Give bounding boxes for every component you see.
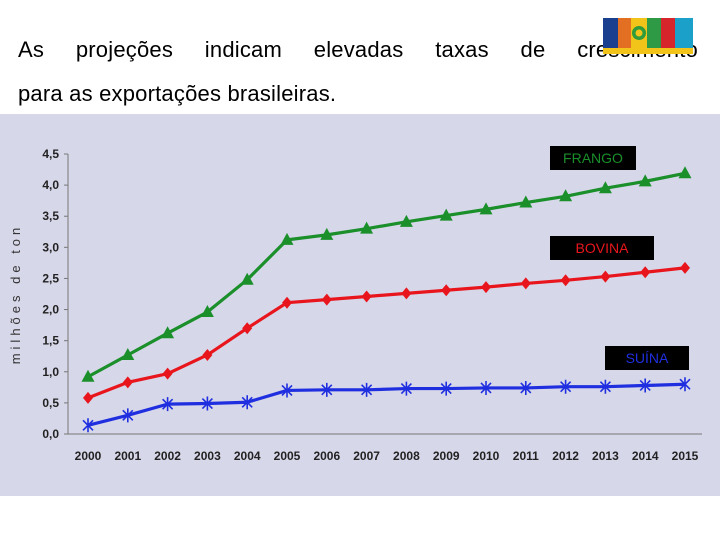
data-point (598, 181, 612, 194)
data-point (281, 383, 293, 398)
x-tick-label: 2007 (353, 449, 380, 463)
data-point (439, 208, 453, 221)
y-tick-label: 3,0 (42, 240, 59, 254)
slide-title-line-1: As projeções indicam elevadas taxas de c… (18, 37, 698, 62)
data-point (241, 395, 253, 410)
data-point (560, 274, 571, 287)
data-point (321, 382, 333, 397)
data-point (82, 418, 94, 433)
data-point (600, 270, 611, 283)
legend-label: SUÍNA (626, 350, 669, 366)
data-point (479, 202, 493, 215)
x-tick-label: 2011 (513, 449, 539, 463)
data-point (122, 376, 133, 389)
y-tick-label: 4,5 (42, 147, 59, 161)
legend-box (550, 236, 654, 260)
data-point (361, 382, 373, 397)
x-tick-label: 2006 (313, 449, 340, 463)
data-point (122, 408, 134, 423)
data-point (81, 369, 95, 382)
x-tick-label: 2003 (194, 449, 221, 463)
data-point (401, 287, 412, 300)
data-point (320, 227, 334, 240)
data-point (162, 367, 173, 380)
data-point (360, 221, 374, 234)
data-point (559, 189, 573, 202)
x-tick-label: 2001 (114, 449, 141, 463)
x-tick-label: 2002 (154, 449, 181, 463)
data-point (440, 381, 452, 396)
y-tick-label: 4,0 (42, 178, 59, 192)
x-tick-label: 2008 (393, 449, 420, 463)
data-point (680, 261, 690, 274)
x-tick-label: 2014 (632, 449, 659, 463)
data-point (200, 305, 214, 318)
data-point (679, 377, 691, 392)
data-point (280, 232, 294, 245)
y-tick-label: 2,0 (42, 303, 59, 317)
x-tick-label: 2009 (433, 449, 460, 463)
x-tick-label: 2010 (473, 449, 500, 463)
y-tick-label: 3,5 (42, 209, 59, 223)
data-point (321, 293, 332, 306)
y-tick-label: 1,0 (42, 365, 59, 379)
data-point (599, 379, 611, 394)
data-point (400, 381, 412, 396)
data-point (520, 380, 532, 395)
data-point (519, 195, 533, 208)
x-tick-label: 2005 (274, 449, 301, 463)
x-tick-label: 2015 (672, 449, 699, 463)
data-point (640, 266, 651, 279)
data-point (638, 174, 652, 187)
series-line-bovina (87, 266, 686, 400)
x-tick-label: 2000 (75, 449, 102, 463)
x-tick-label: 2013 (592, 449, 619, 463)
data-point (678, 166, 692, 179)
legend-label: BOVINA (576, 240, 630, 256)
brasil-logo (603, 18, 693, 54)
line-chart: 0,0 0,5 1,0 1,5 2,0 2,5 3,0 3,5 4,0 4,5 2000 2001 20… (8, 146, 702, 463)
data-point (83, 391, 93, 404)
slide-title: As projeções indicam elevadas taxas de c… (18, 28, 698, 116)
data-point (242, 322, 253, 335)
legend-box (605, 346, 689, 370)
y-tick-label: 0,0 (42, 427, 59, 441)
data-point (520, 277, 531, 290)
data-point (480, 380, 492, 395)
slide-title-line-2: para as exportações brasileiras. (18, 81, 337, 106)
data-point (202, 348, 213, 361)
legend-box (550, 146, 636, 170)
x-tick-label: 2004 (234, 449, 261, 463)
data-point (361, 290, 372, 303)
data-point (240, 272, 254, 285)
series-line-frango (87, 171, 686, 379)
x-tick-label: 2012 (552, 449, 579, 463)
data-point (282, 296, 292, 309)
y-tick-label: 1,5 (42, 334, 59, 348)
data-point (441, 284, 452, 297)
data-point (481, 281, 491, 294)
y-axis-title: milhões de ton (8, 224, 23, 365)
legend-label: FRANGO (563, 150, 623, 166)
series-line-suína (87, 382, 686, 427)
data-point (201, 396, 213, 411)
chart-panel: 0,0 0,5 1,0 1,5 2,0 2,5 3,0 3,5 4,0 4,5 2000 2001 20… (0, 114, 720, 496)
data-point (399, 214, 413, 227)
data-point (161, 326, 175, 339)
data-point (639, 378, 651, 393)
y-tick-label: 2,5 (42, 271, 59, 285)
data-point (121, 347, 135, 360)
y-tick-label: 0,5 (42, 396, 59, 410)
data-point (162, 397, 174, 412)
data-point (560, 379, 572, 394)
